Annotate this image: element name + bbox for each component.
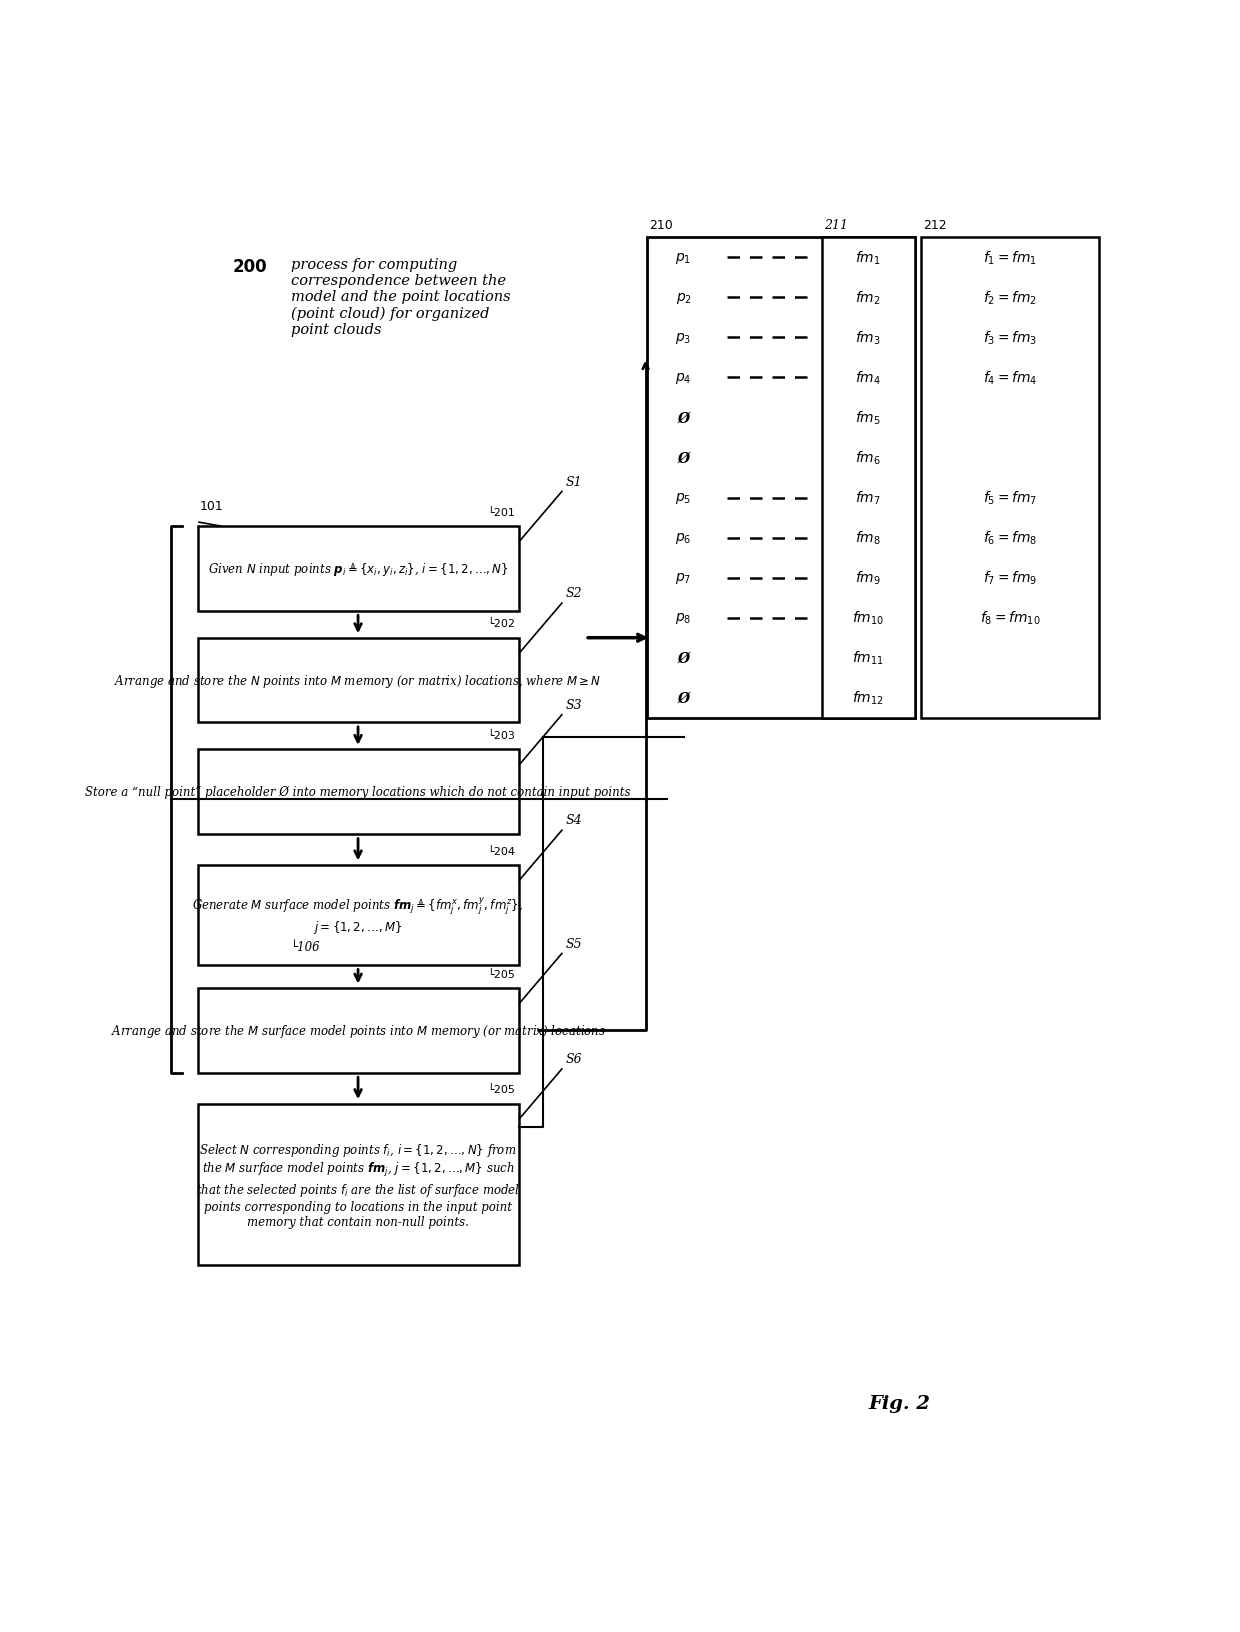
Text: $f_4 = fm_4$: $f_4 = fm_4$ <box>982 369 1037 387</box>
Text: Ø: Ø <box>677 452 689 465</box>
Text: Ø: Ø <box>677 692 689 705</box>
Text: $fm_4$: $fm_4$ <box>856 369 880 387</box>
Bar <box>197 638 520 723</box>
Text: $fm_2$: $fm_2$ <box>856 289 880 307</box>
Text: S6: S6 <box>565 1053 583 1066</box>
Text: process for computing
correspondence between the
model and the point locations
(: process for computing correspondence bet… <box>290 258 510 336</box>
Text: $f_8 = fm_{10}$: $f_8 = fm_{10}$ <box>980 610 1040 627</box>
Text: $f_5 = fm_7$: $f_5 = fm_7$ <box>982 490 1037 508</box>
Text: $p_6$: $p_6$ <box>676 530 692 545</box>
Text: 210: 210 <box>650 219 673 232</box>
Text: Given $N$ input points $\boldsymbol{p}_i \triangleq \{x_i, y_i, z_i\}$, $i = \{1: Given $N$ input points $\boldsymbol{p}_i… <box>208 560 508 578</box>
Text: S5: S5 <box>565 937 583 950</box>
Text: Arrange and store the $M$ surface model points into $M$ memory (or matrix) locat: Arrange and store the $M$ surface model … <box>110 1022 605 1040</box>
Text: $fm_{12}$: $fm_{12}$ <box>852 690 884 707</box>
Text: $p_8$: $p_8$ <box>676 610 692 625</box>
Bar <box>647 238 915 718</box>
Text: S3: S3 <box>565 698 583 712</box>
Text: $p_1$: $p_1$ <box>676 251 692 266</box>
Text: └106: └106 <box>290 940 320 953</box>
Text: Ø: Ø <box>677 411 689 426</box>
Text: $f_3 = fm_3$: $f_3 = fm_3$ <box>982 330 1037 348</box>
Text: $p_5$: $p_5$ <box>676 491 692 506</box>
Text: $fm_{11}$: $fm_{11}$ <box>852 650 884 667</box>
Text: 212: 212 <box>923 219 946 232</box>
Bar <box>197 527 520 612</box>
Text: $fm_{10}$: $fm_{10}$ <box>852 610 884 627</box>
Text: └202: └202 <box>487 619 516 628</box>
Text: 101: 101 <box>200 499 223 512</box>
Text: S1: S1 <box>565 475 583 488</box>
Text: Ø: Ø <box>677 651 689 666</box>
Bar <box>197 865 520 966</box>
Text: $fm_9$: $fm_9$ <box>856 570 880 588</box>
Text: 200: 200 <box>233 258 267 276</box>
Bar <box>197 749 520 834</box>
Bar <box>197 989 520 1074</box>
Text: $fm_1$: $fm_1$ <box>856 250 880 268</box>
Text: └205: └205 <box>487 1085 516 1095</box>
Text: $f_2 = fm_2$: $f_2 = fm_2$ <box>983 289 1037 307</box>
Text: S2: S2 <box>565 588 583 601</box>
Text: S4: S4 <box>565 814 583 827</box>
Text: └201: └201 <box>487 508 516 517</box>
Text: $f_1 = fm_1$: $f_1 = fm_1$ <box>983 250 1037 268</box>
Text: $p_4$: $p_4$ <box>676 370 692 385</box>
Bar <box>197 1103 520 1265</box>
Text: $fm_3$: $fm_3$ <box>856 330 880 348</box>
Text: $p_7$: $p_7$ <box>676 571 692 586</box>
Text: $fm_7$: $fm_7$ <box>856 490 880 508</box>
Text: Arrange and store the $N$ points into $M$ memory (or matrix) locations, where $M: Arrange and store the $N$ points into $M… <box>114 672 601 689</box>
Text: $p_2$: $p_2$ <box>676 290 692 305</box>
Text: Store a “null point” placeholder Ø into memory locations which do not contain in: Store a “null point” placeholder Ø into … <box>86 785 631 798</box>
Text: └204: └204 <box>487 845 516 857</box>
Text: Fig. 2: Fig. 2 <box>868 1394 930 1412</box>
Text: $fm_8$: $fm_8$ <box>856 530 880 547</box>
Text: Select $N$ corresponding points $f_i$, $i = \{1, 2, \ldots, N\}$ from
the $M$ su: Select $N$ corresponding points $f_i$, $… <box>196 1141 520 1227</box>
Text: 211: 211 <box>823 219 848 232</box>
Text: $fm_5$: $fm_5$ <box>856 410 880 428</box>
Bar <box>920 238 1099 718</box>
Text: Generate $M$ surface model points $\boldsymbol{fm}_j \triangleq \{fm^x_j, fm^y_j: Generate $M$ surface model points $\bold… <box>192 894 523 935</box>
Text: $p_3$: $p_3$ <box>676 331 692 346</box>
Text: $fm_6$: $fm_6$ <box>856 449 880 467</box>
Text: └205: └205 <box>487 969 516 979</box>
Text: $f_7 = fm_9$: $f_7 = fm_9$ <box>982 570 1037 588</box>
Bar <box>821 238 915 718</box>
Text: $f_6 = fm_8$: $f_6 = fm_8$ <box>982 530 1037 547</box>
Text: └203: └203 <box>487 731 516 741</box>
